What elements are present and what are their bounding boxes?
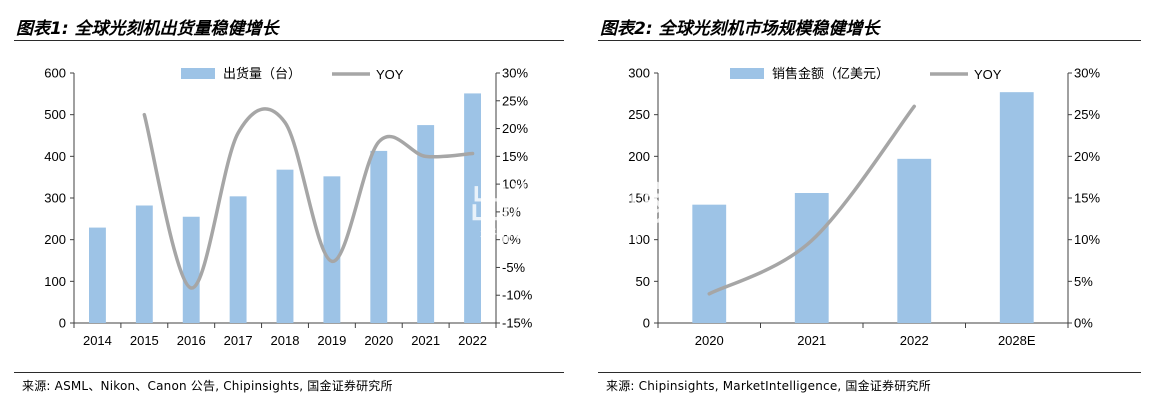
chart-title: 图表2: 全球光刻机市场规模稳健增长: [600, 19, 880, 39]
y-tick-label-left: 100: [44, 274, 66, 289]
yoy-line: [707, 104, 916, 296]
bar-2020: [370, 150, 388, 323]
y-tick-label-left: 200: [628, 149, 650, 164]
x-tick-label: 2020: [364, 333, 393, 348]
y-tick-label-right: -5%: [502, 260, 526, 275]
y-tick-label-right: 20%: [1074, 149, 1100, 164]
y-tick-label-left: 100: [628, 232, 650, 247]
y-tick-label-right: 15%: [502, 149, 528, 164]
legend-bar-label: 出货量（台）: [223, 66, 301, 81]
y-tick-label-right: 30%: [1074, 66, 1100, 81]
x-tick-label: 2015: [130, 333, 159, 348]
bar-2015: [135, 205, 153, 323]
y-tick-label-right: 20%: [502, 121, 528, 136]
y-tick-label-right: 5%: [502, 204, 521, 219]
bar-2021: [417, 125, 435, 323]
market-size-chart: 0 50 100 150 200 250 300 0% 5% 10% 15% 20% 25% 30% 202…: [628, 66, 1100, 349]
bar-2028E: [999, 92, 1034, 324]
y-tick-label-right: 25%: [502, 93, 528, 108]
y-tick-label-left: 300: [44, 191, 66, 206]
x-tick-label: 2019: [317, 333, 346, 348]
title-divider: [598, 40, 1141, 41]
source-divider: [14, 372, 564, 373]
y-tick-label-left: 500: [44, 107, 66, 122]
y-tick-label-left: 0: [643, 316, 650, 331]
x-tick-label: 2018: [271, 333, 300, 348]
bar-2021: [794, 193, 829, 323]
y-tick-label-right: 25%: [1074, 107, 1100, 122]
bar-2019: [323, 176, 341, 323]
title-divider: [14, 40, 564, 41]
legend-bar-swatch: [181, 68, 215, 79]
source-note: 来源: Chipinsights, MarketIntelligence, 国金…: [606, 379, 931, 393]
x-tick-label: 2022: [900, 333, 929, 348]
legend-line-label: YOY: [974, 67, 1002, 82]
bar-2022: [897, 158, 932, 323]
y-tick-label-right: 15%: [1074, 191, 1100, 206]
legend-bar-swatch: [730, 68, 764, 79]
y-tick-label-left: 400: [44, 149, 66, 164]
x-tick-label: 2021: [411, 333, 440, 348]
x-tick-label: 2028E: [998, 333, 1036, 348]
bar-2017: [229, 196, 247, 323]
bar-2016: [182, 216, 200, 323]
y-tick-label-right: 30%: [502, 66, 528, 81]
y-tick-label-right: -15%: [502, 316, 533, 331]
x-tick-label: 2014: [83, 333, 112, 348]
bar-2018: [276, 169, 294, 323]
shipments-chart: 0 100 200 300 400 500 600 -15% -10% -5% 0% 5% 10% 15%…: [44, 66, 533, 349]
y-tick-label-left: 50: [636, 274, 650, 289]
source-note: 来源: ASML、Nikon、Canon 公告, Chipinsights, 国…: [22, 379, 393, 393]
legend-bar-label: 销售金额（亿美元）: [772, 66, 889, 81]
y-tick-label-right: 0%: [502, 232, 521, 247]
source-divider: [598, 372, 1141, 373]
bar-2014: [89, 227, 106, 323]
y-tick-label-left: 0: [59, 316, 66, 331]
chart-panel-1: 图表1: 全球光刻机出货量稳健增长 0 100 200 300 400 500 600 -15…: [14, 19, 564, 393]
y-tick-label-left: 600: [44, 66, 66, 81]
y-tick-label-left: 300: [628, 66, 650, 81]
y-tick-label-right: -10%: [502, 288, 533, 303]
y-tick-label-left: 150: [628, 191, 650, 206]
y-tick-label-right: 10%: [1074, 232, 1100, 247]
x-tick-label: 2017: [224, 333, 253, 348]
bar-2022: [464, 93, 481, 324]
x-tick-label: 2022: [458, 333, 487, 348]
y-tick-label-right: 5%: [1074, 274, 1093, 289]
chart-panel-2: 图表2: 全球光刻机市场规模稳健增长 0 50 100 150 200 250 300 0% 5…: [584, 0, 1155, 401]
bar-2020: [692, 204, 727, 323]
legend-line-label: YOY: [376, 67, 404, 82]
y-tick-label-right: 0%: [1074, 316, 1093, 331]
chart-title: 图表1: 全球光刻机出货量稳健增长: [16, 19, 279, 39]
x-tick-label: 2021: [797, 333, 826, 348]
y-tick-label-left: 200: [44, 232, 66, 247]
y-tick-label-left: 250: [628, 107, 650, 122]
y-tick-label-right: 10%: [502, 177, 528, 192]
x-tick-label: 2020: [695, 333, 724, 348]
x-tick-label: 2016: [177, 333, 206, 348]
